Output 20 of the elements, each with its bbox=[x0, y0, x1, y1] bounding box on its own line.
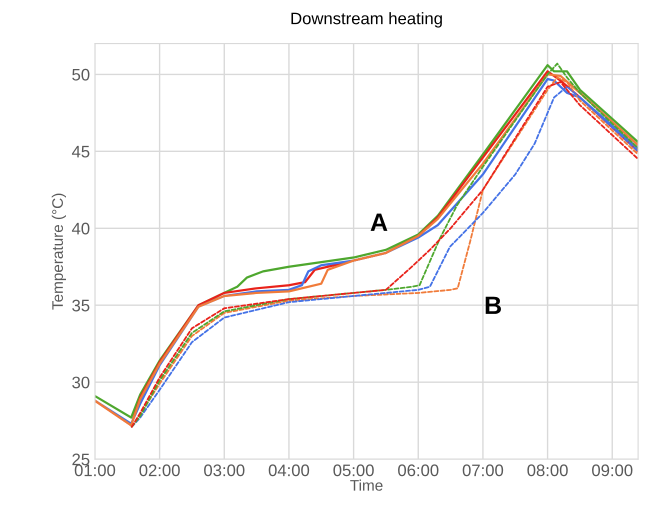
y-tick-label: 25 bbox=[72, 454, 90, 466]
y-axis-title: Temperature (°C) bbox=[52, 194, 66, 310]
annotation: B bbox=[486, 296, 501, 314]
x-tick-label: 04:00 bbox=[268, 464, 310, 476]
x-tick-label: 02:00 bbox=[139, 464, 180, 476]
x-tick-label: 09:00 bbox=[592, 464, 632, 476]
y-tick-label: 40 bbox=[72, 222, 90, 234]
y-tick-label: 50 bbox=[72, 68, 90, 81]
x-axis-title: Time bbox=[350, 480, 383, 491]
chart-title: Downstream heating bbox=[291, 12, 442, 28]
x-tick-label: 05:00 bbox=[333, 464, 374, 476]
annotation: A bbox=[370, 214, 388, 231]
x-tick-label: 06:00 bbox=[398, 464, 438, 476]
y-tick-label: 30 bbox=[72, 376, 90, 388]
y-tick-label: 35 bbox=[72, 300, 90, 312]
x-tick-label: 01:00 bbox=[74, 464, 116, 476]
y-tick-label: 45 bbox=[72, 146, 90, 158]
x-tick-label: 03:00 bbox=[204, 464, 244, 476]
x-tick-label: 07:00 bbox=[462, 464, 504, 476]
x-tick-label: 08:00 bbox=[527, 464, 568, 476]
